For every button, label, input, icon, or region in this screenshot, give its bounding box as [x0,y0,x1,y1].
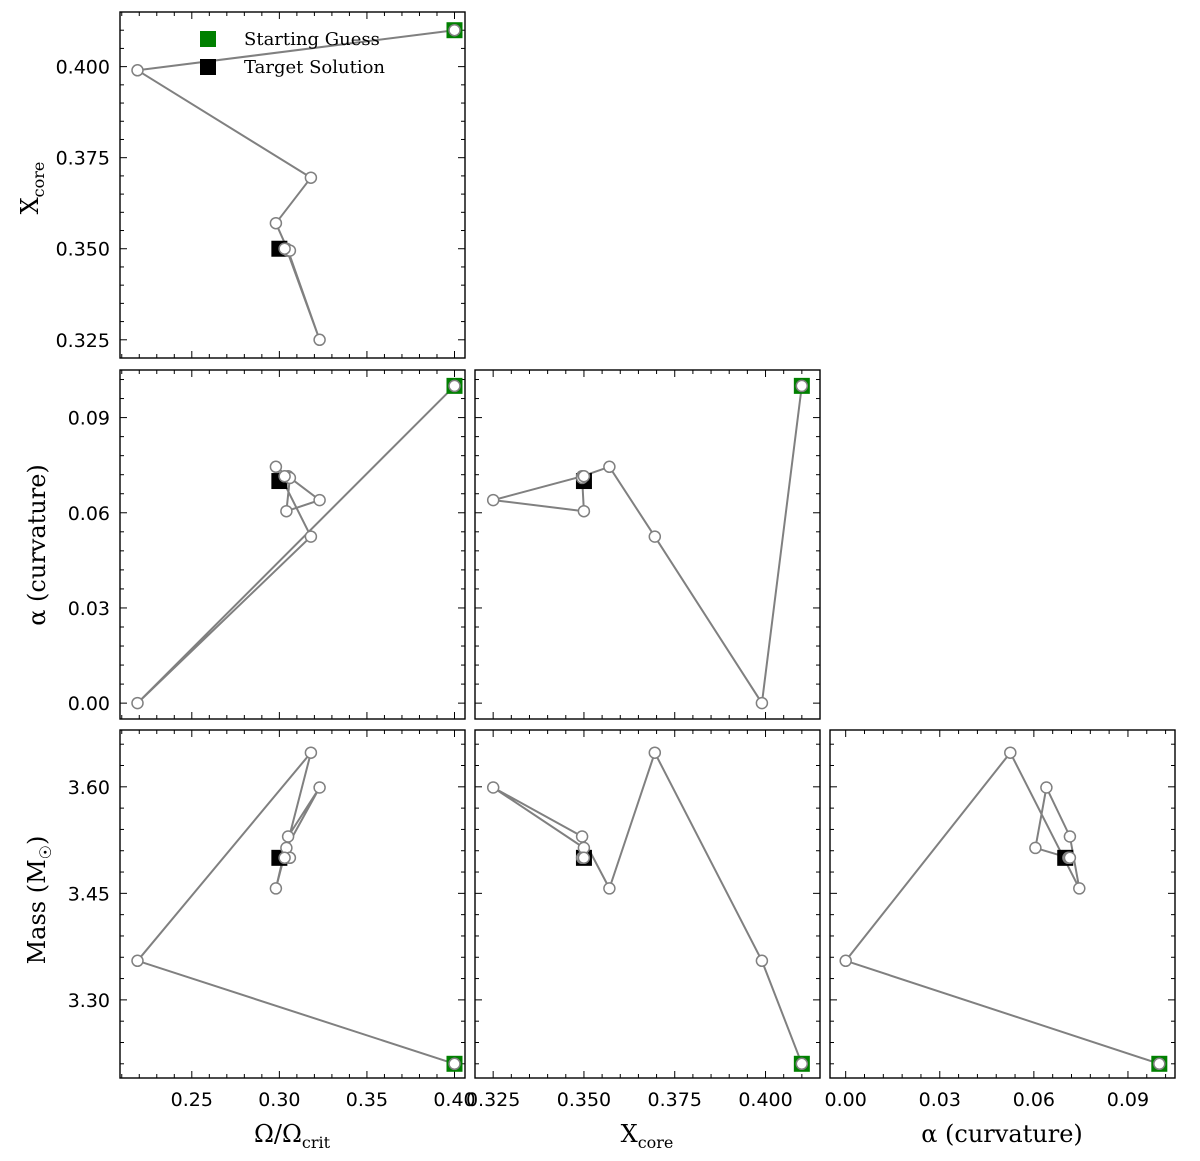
legend: Starting Guess Target Solution [200,29,385,78]
y-tick-label: 0.06 [68,503,110,525]
panel-xcore-vs-omega: 0.325 0.350 0.375 0.400 [56,11,466,359]
x-tick-label: 0.03 [919,1089,961,1111]
iteration-point [839,954,852,968]
iteration-point [755,696,769,710]
panel-mass-vs-xcore: 0.325 0.350 0.375 0.400 [466,729,821,1111]
iteration-point [313,493,326,507]
panel-frame [119,11,466,359]
iteration-point [755,954,769,968]
x-tick-label: 0.350 [557,1089,611,1111]
iteration-point [304,530,318,543]
iteration-point [448,1057,461,1071]
iteration-point [577,504,591,518]
y-tick-label: 3.45 [68,883,110,905]
iteration-point [486,781,500,794]
x-tick-label: 0.325 [466,1089,520,1111]
iteration-point [269,216,283,230]
iteration-point [1004,746,1017,759]
iteration-path-line [492,750,803,1065]
iteration-path-line [135,752,455,1065]
iteration-point [131,64,144,77]
panel-frame [119,369,466,720]
x-tick-label: 0.400 [738,1089,792,1111]
iteration-point [448,379,461,393]
y-tick-label: 0.400 [56,57,110,79]
x-tick-label: 0.375 [648,1089,702,1111]
iteration-point [603,882,616,895]
y-tick-label: 0.350 [56,239,110,261]
iteration-point [577,851,591,865]
y-tick-label: 3.30 [68,990,110,1012]
panel-mass-vs-omega: 0.25 0.30 0.35 0.40 3.30 3.45 3.60 [68,729,476,1111]
x-tick-label: 0.09 [1107,1089,1149,1111]
iteration-point [304,746,318,759]
iteration-point [131,954,144,968]
legend-start-swatch [200,31,216,47]
iteration-point [1029,841,1042,855]
x-tick-label: 0.25 [171,1089,213,1111]
iteration-point [1063,830,1077,843]
y-tick-label: 0.09 [68,408,110,430]
x-tick-label: 0.00 [825,1089,867,1111]
legend-target-swatch [200,59,216,75]
iteration-point [269,460,283,474]
iteration-point [1040,781,1053,794]
panel-alpha-vs-xcore [474,369,821,720]
panel-mass-vs-alpha: 0.00 0.03 0.06 0.09 [825,729,1176,1111]
iteration-path-line [844,750,1160,1065]
x-tick-label: 0.30 [258,1089,300,1111]
y-tick-label: 0.03 [68,598,110,620]
x-tick-label: 0.40 [433,1089,475,1111]
panel-frame [474,729,821,1079]
iteration-point [648,746,662,759]
iteration-point [278,470,291,483]
x-axis-label-xcore: Xcore [621,1120,674,1152]
iteration-point [577,470,591,483]
iteration-point [278,242,291,255]
y-axis-label-xcore: Xcore [16,162,48,215]
panel-frame [829,729,1176,1079]
iteration-point [795,1057,809,1071]
iteration-point [486,493,500,507]
iteration-point [280,504,293,518]
iteration-point [313,781,326,794]
x-tick-label: 0.06 [1013,1089,1055,1111]
panel-frame [474,369,821,720]
iteration-point [281,830,295,843]
iteration-point [1063,851,1077,865]
y-axis-label-alpha: α (curvature) [23,464,51,626]
iteration-point [304,171,318,184]
iteration-path-line [492,385,803,706]
panel-alpha-vs-omega: 0.00 0.03 0.06 0.09 [68,369,466,720]
y-tick-label: 0.325 [56,330,110,352]
y-tick-label: 0.00 [68,693,110,715]
iteration-point [448,23,461,37]
legend-start-label: Starting Guess [244,29,380,50]
x-axis-label-omega: Ω/Ωcrit [254,1120,331,1152]
x-axis-label-alpha: α (curvature) [921,1120,1083,1148]
iteration-point [648,530,662,543]
iteration-point [603,460,616,474]
iteration-point [278,851,291,865]
y-tick-label: 0.375 [56,148,110,170]
y-axis-label-mass: Mass (M☉) [23,836,55,965]
panel-frame [119,729,466,1079]
iteration-point [1073,882,1086,895]
iteration-path-line [136,385,456,704]
legend-target-label: Target Solution [244,57,385,78]
iteration-point [795,379,809,393]
y-tick-label: 3.60 [68,777,110,799]
iteration-point [269,882,283,895]
x-tick-label: 0.35 [346,1089,388,1111]
iteration-point [1153,1057,1166,1071]
iteration-point [313,333,326,347]
iteration-point [131,696,144,710]
iteration-point [575,830,589,843]
axis-labels-layer: Ω/Ωcrit Xcore α (curvature) Xcore α (curvatu… [16,162,1083,1152]
panels-layer: 0.325 0.350 0.375 0.400 0.00 0.03 0.06 0.09 0.25… [56,11,1176,1111]
